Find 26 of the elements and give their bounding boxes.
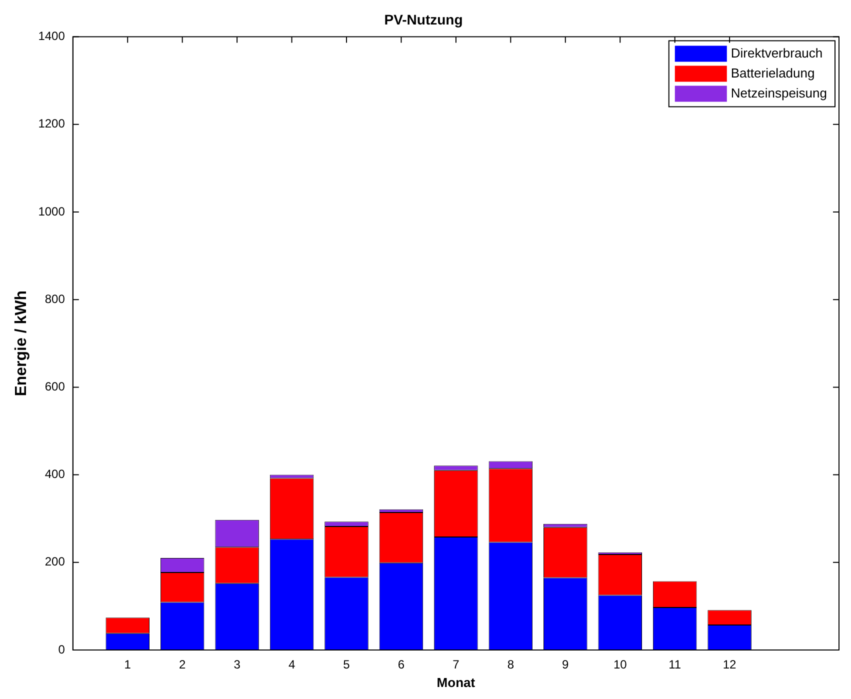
y-tick-label: 0: [58, 642, 66, 656]
y-tick-label: 200: [44, 554, 66, 569]
x-tick-label: 10: [613, 658, 628, 672]
y-axis-title: Energie / kWh: [13, 290, 30, 396]
y-tick-label: 800: [44, 292, 66, 306]
y-tick-label: 1200: [38, 116, 66, 131]
x-tick-label: 5: [343, 658, 350, 672]
y-tick-label: 1400: [38, 29, 66, 44]
x-axis-title: Monat: [436, 674, 476, 690]
x-tick-label: 8: [507, 658, 514, 672]
x-tick-label: 6: [398, 658, 405, 672]
y-tick-label: 1000: [38, 204, 66, 218]
y-tick-label: 600: [44, 380, 66, 394]
x-tick-label: 2: [178, 658, 186, 672]
legend-label: Netzeinspeisung: [730, 85, 828, 100]
x-tick-label: 7: [452, 658, 460, 672]
legend-label: Batterieladung: [730, 65, 815, 80]
legend-label: Direktverbrauch: [730, 45, 823, 60]
x-tick-label: 4: [288, 658, 296, 672]
chart-title: PV-Nutzung: [384, 11, 463, 28]
x-tick-label: 1: [124, 658, 132, 672]
y-tick-label: 400: [44, 467, 66, 482]
x-tick-label: 12: [722, 658, 737, 672]
x-tick-label: 3: [234, 658, 241, 672]
x-tick-label: 9: [562, 658, 570, 672]
x-tick-label: 11: [668, 658, 682, 672]
